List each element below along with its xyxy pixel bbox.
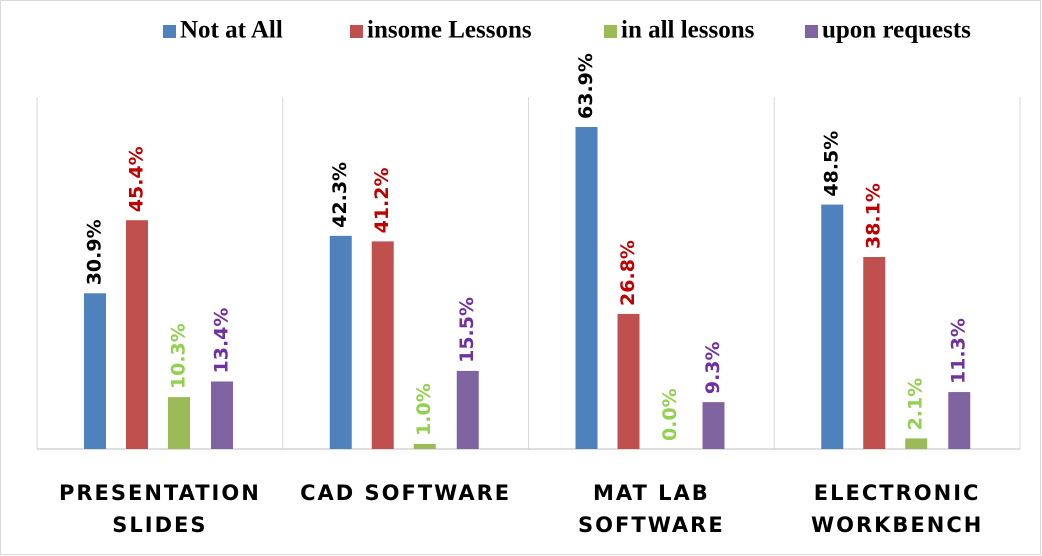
bar [126, 220, 148, 449]
legend-swatch [163, 25, 176, 38]
bar [948, 392, 971, 449]
value-label: 26.8% [617, 240, 639, 306]
bar [168, 397, 190, 449]
bar [905, 438, 928, 449]
bar [702, 402, 725, 449]
legend-swatch [350, 25, 363, 38]
bar [413, 443, 436, 449]
legend-label: in all lessons [621, 17, 755, 44]
bar [211, 381, 233, 449]
legend-label: upon requests [822, 17, 971, 44]
value-label: 38.1% [863, 183, 885, 249]
bar [329, 235, 352, 449]
bar [863, 257, 886, 449]
value-label: 30.9% [84, 219, 106, 285]
value-label: 42.3% [329, 162, 351, 228]
legend-swatch [805, 25, 818, 38]
legend-swatch [604, 25, 617, 38]
legend-label: Not at All [180, 17, 283, 44]
value-label: 10.3% [168, 323, 190, 389]
value-label: 15.5% [456, 297, 478, 363]
category-label: PRESENTATION SLIDES [58, 481, 261, 537]
value-label: 0.0% [659, 388, 681, 441]
bar [456, 370, 479, 449]
value-label: 2.1% [905, 378, 927, 431]
bar [821, 204, 844, 449]
value-label: 45.4% [126, 146, 148, 212]
category-label: ELECTRONIC WORKBENCH [810, 481, 984, 537]
value-label: 11.3% [948, 318, 970, 384]
value-label: 41.2% [371, 167, 393, 233]
bar [371, 241, 394, 449]
value-label: 63.9% [575, 53, 597, 119]
bar [84, 293, 106, 449]
value-label: 13.4% [211, 308, 233, 374]
value-label: 1.0% [413, 383, 435, 436]
category-label: CAD SOFTWARE [300, 481, 512, 505]
bar [575, 127, 598, 449]
category-label: MAT LAB SOFTWARE [578, 481, 725, 537]
legend-label: insome Lessons [367, 17, 532, 44]
bar [617, 313, 640, 449]
value-label: 48.5% [821, 131, 843, 197]
value-label: 9.3% [702, 341, 724, 394]
